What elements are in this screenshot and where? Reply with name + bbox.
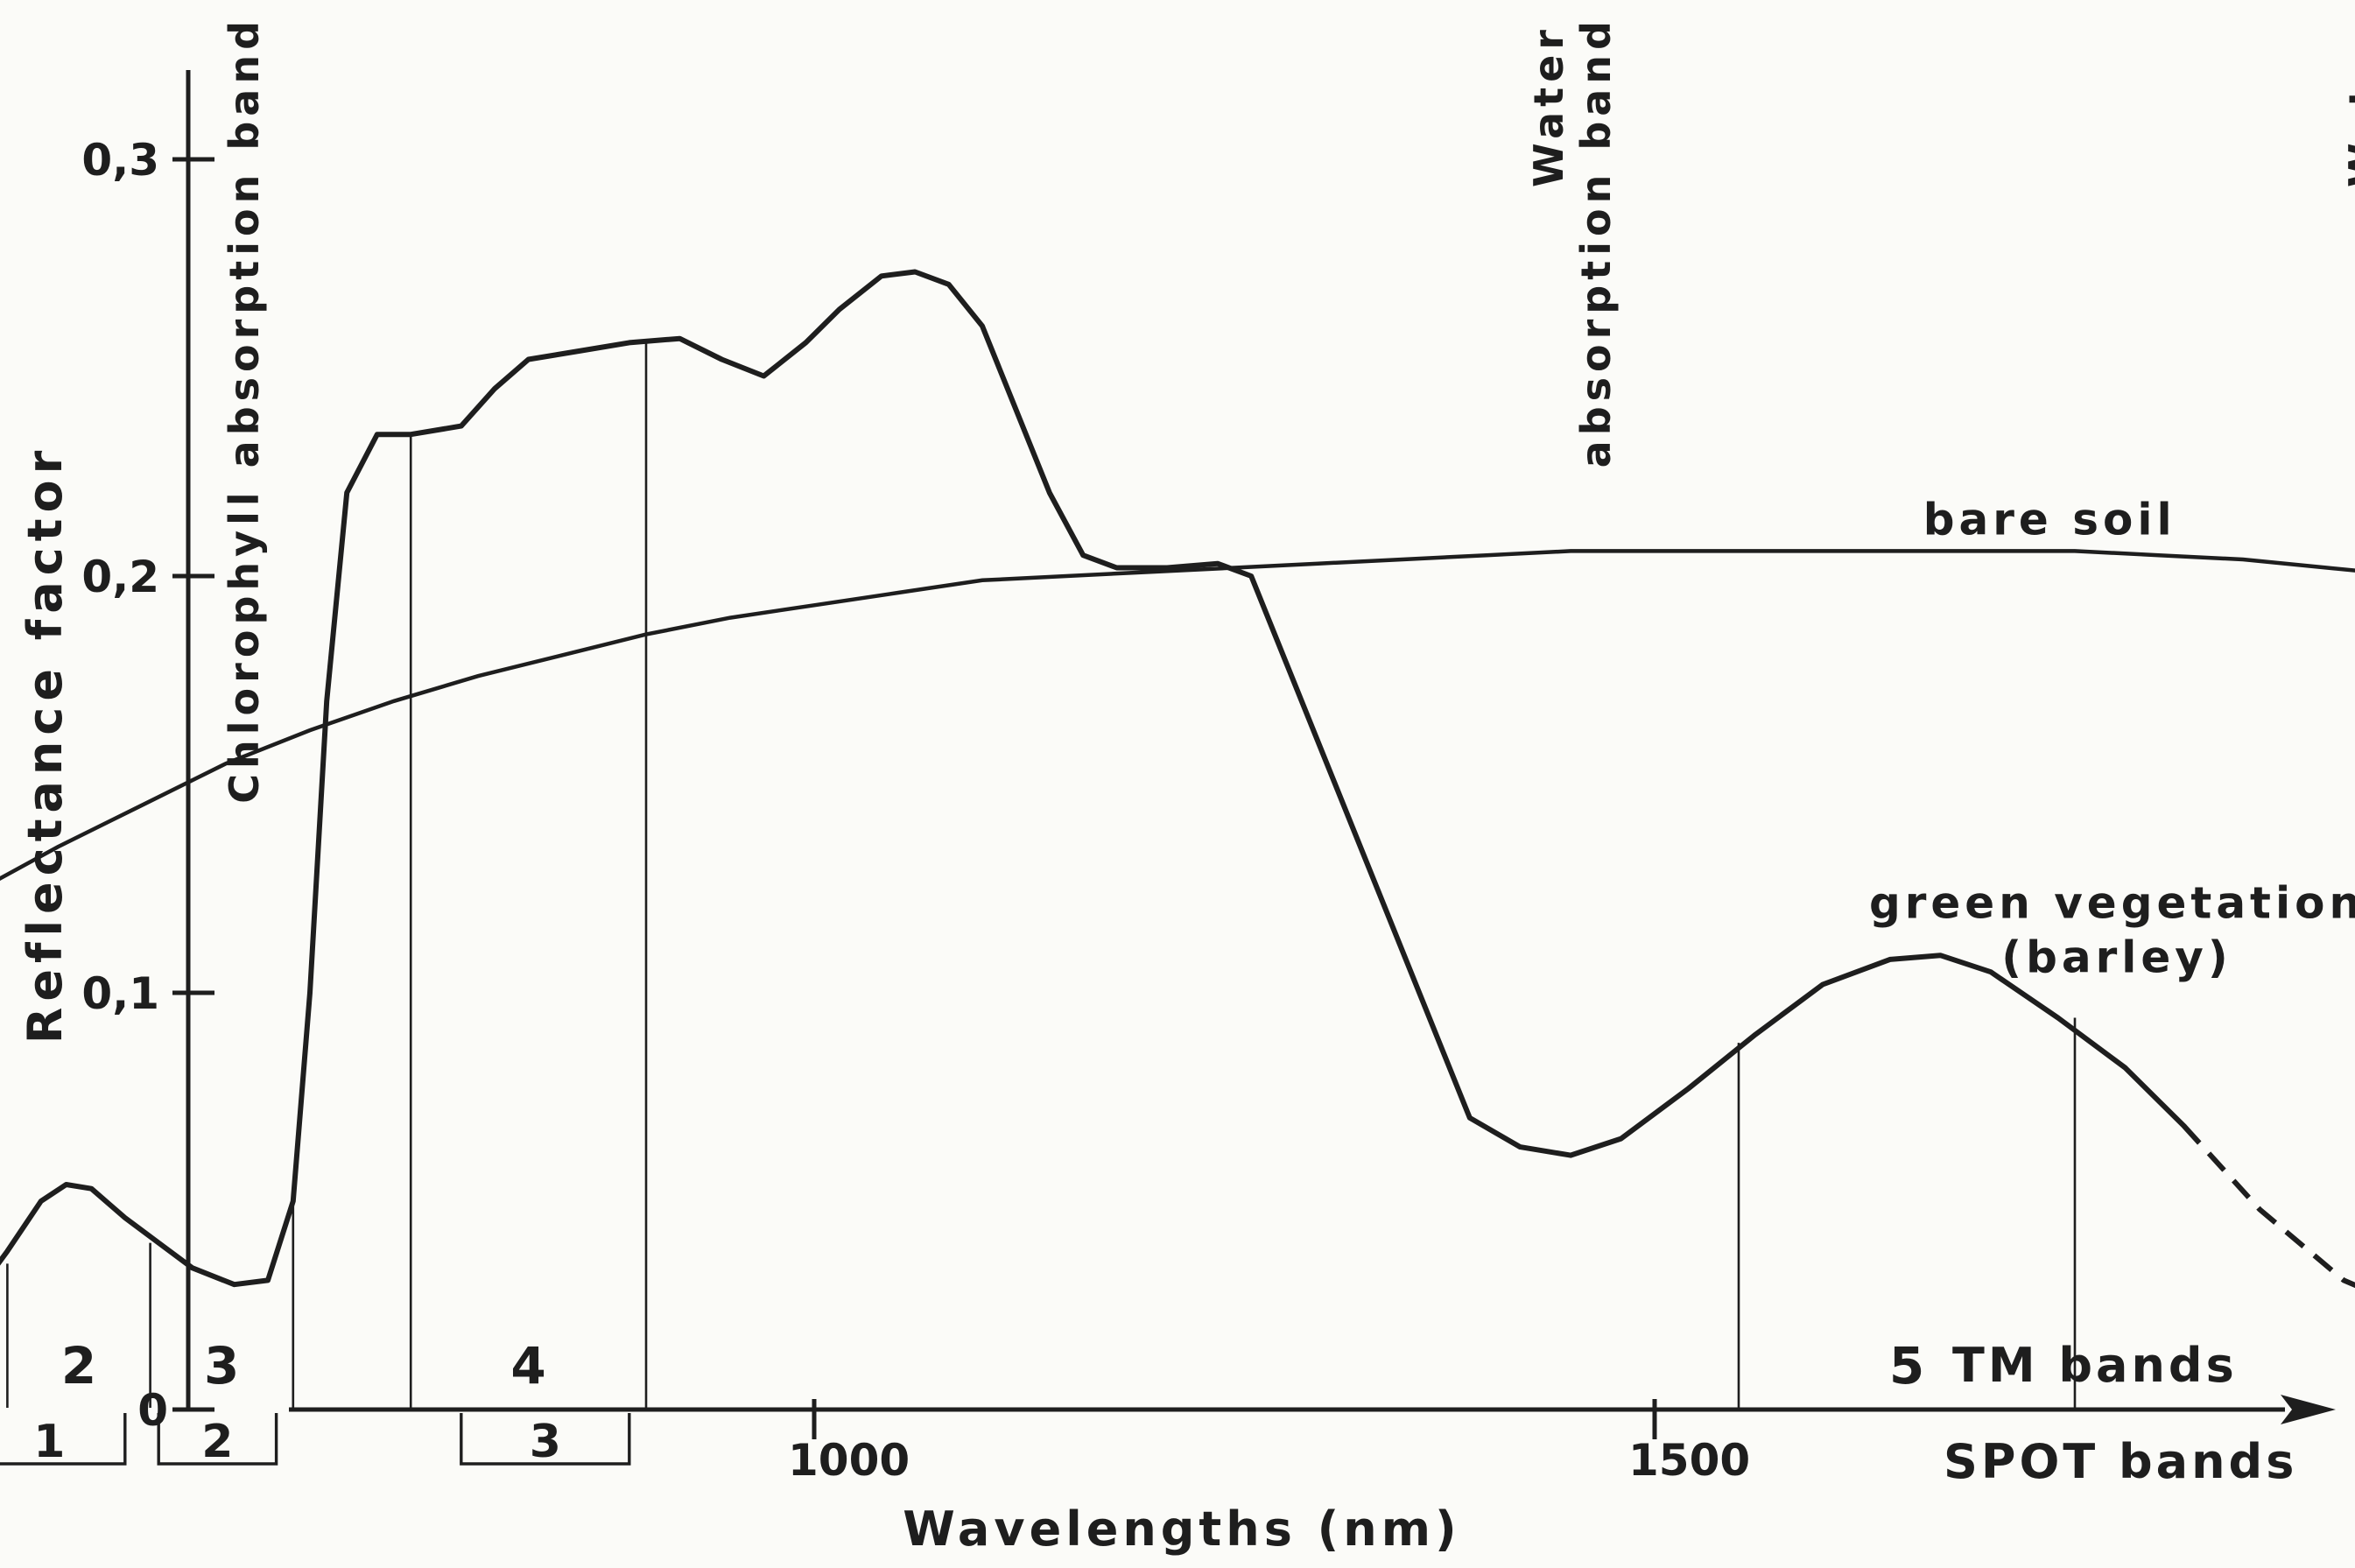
x-tick-label-2: 1500 [1628, 1435, 1750, 1486]
annotations: Reflectance factor Wavelengths (nm) TM b… [18, 16, 2355, 1557]
absorption-band-label-1: Chlorophyll absorption band [221, 16, 268, 804]
spot-band-label-2: 2 [201, 1416, 233, 1468]
absorption-band-text-1-0: Chlorophyll absorption band [221, 16, 268, 804]
green-vegetation-dashed-segment-1 [2182, 1124, 2355, 1289]
axes [186, 70, 2336, 1424]
spot-band-box-3 [460, 1413, 631, 1466]
spot-band-label-1: 1 [33, 1416, 65, 1468]
y-tick-label-2: 0,2 [81, 552, 159, 602]
absorption-band-text-3-0: Water [2340, 25, 2355, 187]
sensor-bands: 123457123 [0, 342, 2077, 1468]
y-tick-label-3: 0,3 [81, 135, 159, 186]
tm-bands-title: TM bands [1952, 1338, 2238, 1393]
tm-band-label-4: 4 [510, 1336, 545, 1396]
bare-soil-curve [0, 549, 2355, 881]
green-vegetation-curve [0, 269, 2187, 1288]
absorption-band-label-2: Water absorption band [1525, 16, 1620, 468]
y-tick-label-0: 0 [137, 1385, 168, 1436]
green-vegetation-label-line-1: (barley) [2001, 932, 2232, 982]
spot-band-box-2 [157, 1413, 278, 1466]
x-axis-arrowhead [2281, 1395, 2336, 1424]
y-tick-label-1: 0,1 [81, 968, 159, 1019]
spot-band-box-1 [0, 1413, 127, 1466]
absorption-band-text-2-1: absorption band [1572, 16, 1620, 468]
spectral-curves [0, 269, 2355, 1289]
green-vegetation-label-line-0: green vegetation [1869, 877, 2355, 928]
ticks: 00,10,20,3500100015002000 [81, 135, 1750, 1486]
tm-band-label-5: 5 [1889, 1336, 1924, 1396]
spot-bands-title: SPOT bands [1944, 1434, 2297, 1489]
tm-band-label-2: 2 [61, 1336, 96, 1396]
bare-soil-label: bare soil [1923, 494, 2176, 545]
x-tick-label-1: 1000 [788, 1435, 910, 1486]
tm-band-label-3: 3 [204, 1336, 239, 1396]
absorption-band-text-2-0: Water [1525, 25, 1572, 187]
spot-band-label-3: 3 [530, 1416, 561, 1468]
x-axis-title: Wavelengths (nm) [903, 1501, 1460, 1557]
y-axis-title: Reflectance factor [18, 445, 73, 1044]
